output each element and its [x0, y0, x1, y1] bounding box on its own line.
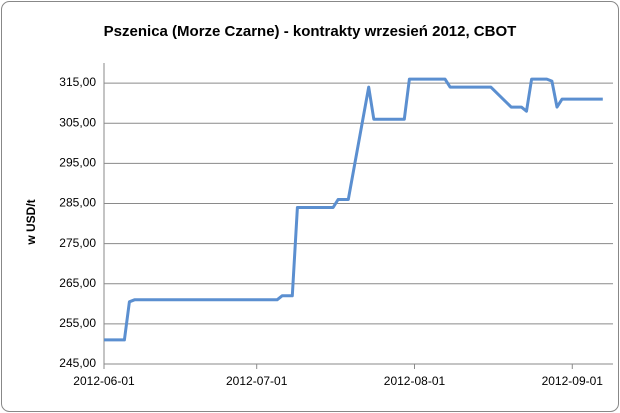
y-tick-label: 245,00: [59, 356, 96, 370]
x-tick-label: 2012-09-01: [542, 374, 604, 388]
y-tick-label: 265,00: [59, 276, 96, 290]
x-tick-label: 2012-07-01: [226, 374, 288, 388]
y-tick-label: 315,00: [59, 75, 96, 89]
x-tick-label: 2012-08-01: [384, 374, 446, 388]
y-tick-label: 305,00: [59, 115, 96, 129]
x-tick-label: 2012-06-01: [73, 374, 135, 388]
y-tick-label: 295,00: [59, 156, 96, 170]
y-tick-label: 275,00: [59, 236, 96, 250]
y-axis-label: w USD/t: [24, 199, 38, 245]
y-tick-label: 255,00: [59, 316, 96, 330]
price-line: [104, 77, 603, 342]
chart-title: Pszenica (Morze Czarne) - kontrakty wrze…: [104, 23, 517, 40]
y-tick-label: 285,00: [59, 196, 96, 210]
